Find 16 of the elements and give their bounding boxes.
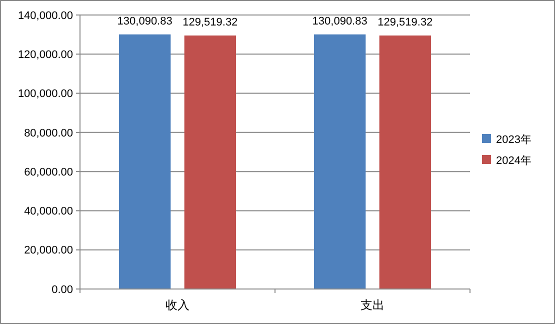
data-label: 129,519.32 [182, 16, 238, 29]
data-label: 130,090.83 [117, 15, 172, 28]
x-tick-label: 收入 [166, 298, 190, 312]
y-tick-label: 80,000.00 [24, 127, 73, 140]
y-tick-label: 120,000.00 [18, 48, 73, 61]
y-tick-label: 100,000.00 [18, 88, 73, 100]
data-label: 129,519.32 [378, 16, 433, 29]
x-tick-label: 支出 [360, 298, 384, 312]
data-label: 130,090.83 [312, 15, 368, 28]
y-tick-label: 0.00 [52, 284, 73, 296]
legend-label: 2023年 [496, 134, 532, 146]
y-tick-label: 140,000.00 [18, 10, 73, 22]
y-tick-label: 40,000.00 [24, 206, 73, 218]
y-tick-label: 60,000.00 [24, 166, 73, 178]
legend-label: 2024年 [496, 154, 532, 167]
y-tick-label: 20,000.00 [24, 244, 73, 257]
